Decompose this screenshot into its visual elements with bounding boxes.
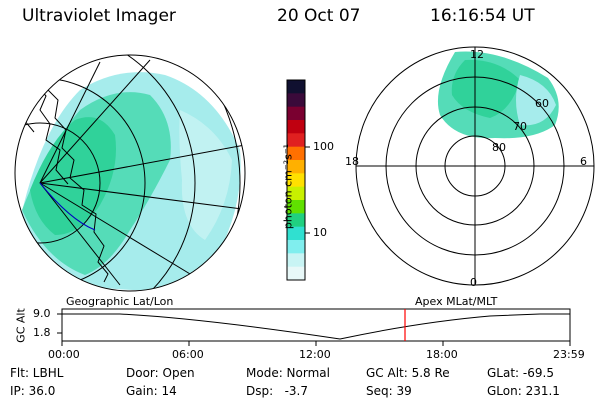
colorbar: [287, 80, 305, 281]
colorbar-segment: [287, 80, 305, 94]
geographic-image: [15, 55, 245, 291]
y-tick-1-8: 1.8: [33, 326, 51, 339]
mlt-label-18: 18: [345, 155, 359, 168]
colorbar-segment: [287, 120, 305, 134]
altitude-curve: [62, 313, 570, 340]
glat-status: GLat: -69.5: [487, 366, 554, 380]
mlt-label-12: 12: [470, 48, 484, 61]
date-label: 20 Oct 07: [277, 6, 361, 26]
x-tick-1800: 18:00: [426, 348, 458, 361]
colorbar-unit-label: photon cm⁻²s⁻¹: [281, 143, 295, 230]
colorbar-segment: [287, 106, 305, 121]
colorbar-segment: [287, 213, 305, 228]
lat-label-80: 80: [492, 141, 506, 154]
time-label: 16:16:54 UT: [430, 6, 535, 26]
mlt-label-6: 6: [580, 155, 587, 168]
dsp-status: Dsp: -3.7: [246, 384, 309, 398]
gain-status: Gain: 14: [126, 384, 177, 398]
y-tick-9: 9.0: [33, 307, 51, 320]
mode-status: Mode: Normal: [246, 366, 330, 380]
polar-grid: [355, 46, 595, 286]
timeline-left-label: Geographic Lat/Lon: [66, 295, 174, 308]
lat-label-60: 60: [535, 97, 549, 110]
colorbar-segment: [287, 186, 305, 201]
colorbar-segment: [287, 226, 305, 241]
lat-label-70: 70: [513, 120, 527, 133]
polar-image: [437, 51, 559, 139]
colorbar-segment: [287, 93, 305, 108]
ip-status: IP: 36.0: [10, 384, 56, 398]
x-tick-2359: 23:59: [553, 348, 585, 361]
colorbar-segment: [287, 266, 305, 281]
seq-status: Seq: 39: [366, 384, 412, 398]
geographic-limb: [14, 54, 246, 292]
x-tick-0000: 00:00: [48, 348, 80, 361]
colorbar-tick-10: 10: [313, 226, 327, 239]
timeline-frame: [61, 308, 571, 342]
timeline-right-label: Apex MLat/MLT: [415, 295, 498, 308]
x-tick-0600: 06:00: [172, 348, 204, 361]
colorbar-segment: [287, 253, 305, 268]
mlt-label-0: 0: [470, 276, 477, 289]
timeline-axis-label: GC Alt: [14, 308, 28, 343]
colorbar-segment: [287, 160, 305, 174]
instrument-title: Ultraviolet Imager: [22, 6, 176, 26]
colorbar-segment: [287, 173, 305, 188]
x-tick-1200: 12:00: [299, 348, 331, 361]
coastline: [44, 61, 109, 283]
door-status: Door: Open: [126, 366, 195, 380]
glon-status: GLon: 231.1: [487, 384, 560, 398]
colorbar-segment: [287, 133, 305, 148]
colorbar-tick-100: 100: [313, 140, 334, 153]
colorbar-segment: [287, 146, 305, 161]
colorbar-segment: [287, 200, 305, 214]
filter-status: Flt: LBHL: [10, 366, 64, 380]
colorbar-segment: [287, 240, 305, 254]
gc-alt-status: GC Alt: 5.8 Re: [366, 366, 450, 380]
